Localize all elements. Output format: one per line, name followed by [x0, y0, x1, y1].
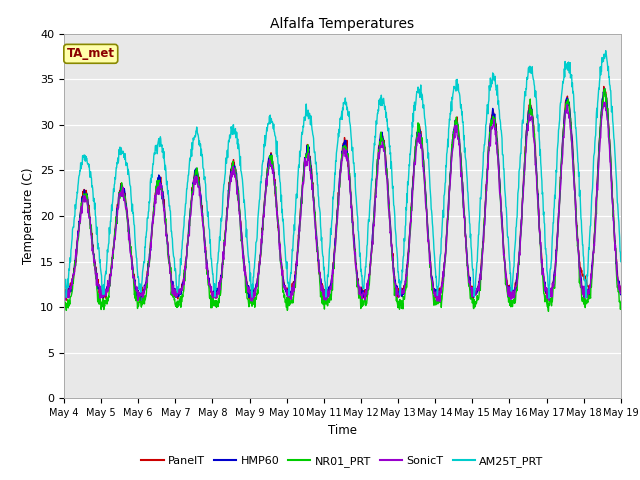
SonicT — [617, 290, 625, 296]
SonicT — [170, 287, 178, 293]
NR01_PRT — [429, 289, 436, 295]
NR01_PRT — [170, 298, 178, 303]
PanelT — [136, 300, 143, 305]
HMP60 — [601, 85, 609, 91]
HMP60 — [137, 300, 145, 305]
NR01_PRT — [601, 86, 609, 92]
PanelT — [60, 293, 68, 299]
SonicT — [184, 242, 191, 248]
NR01_PRT — [246, 296, 254, 302]
PanelT — [502, 279, 509, 285]
NR01_PRT — [551, 280, 559, 286]
HMP60 — [551, 269, 559, 275]
NR01_PRT — [60, 296, 68, 302]
HMP60 — [502, 273, 509, 279]
PanelT — [600, 84, 607, 89]
SonicT — [600, 99, 608, 105]
PanelT — [246, 298, 254, 303]
Text: TA_met: TA_met — [67, 48, 115, 60]
HMP60 — [429, 284, 437, 289]
X-axis label: Time: Time — [328, 424, 357, 437]
AM25T_PRT — [170, 255, 178, 261]
SonicT — [429, 283, 436, 288]
Legend: PanelT, HMP60, NR01_PRT, SonicT, AM25T_PRT: PanelT, HMP60, NR01_PRT, SonicT, AM25T_P… — [137, 451, 548, 471]
Line: AM25T_PRT: AM25T_PRT — [64, 50, 621, 298]
Line: HMP60: HMP60 — [64, 88, 621, 302]
AM25T_PRT — [551, 196, 559, 202]
AM25T_PRT — [617, 259, 625, 264]
AM25T_PRT — [429, 224, 436, 230]
AM25T_PRT — [545, 295, 553, 301]
AM25T_PRT — [602, 48, 609, 53]
Line: NR01_PRT: NR01_PRT — [64, 89, 621, 312]
PanelT — [429, 282, 437, 288]
AM25T_PRT — [60, 273, 68, 279]
HMP60 — [171, 286, 179, 291]
Title: Alfalfa Temperatures: Alfalfa Temperatures — [270, 17, 415, 31]
Line: SonicT: SonicT — [64, 102, 621, 301]
SonicT — [502, 275, 509, 281]
PanelT — [551, 270, 559, 276]
PanelT — [617, 291, 625, 297]
Line: PanelT: PanelT — [64, 86, 621, 302]
HMP60 — [617, 292, 625, 298]
SonicT — [551, 273, 559, 278]
NR01_PRT — [617, 300, 625, 306]
HMP60 — [246, 291, 254, 297]
NR01_PRT — [545, 309, 552, 314]
SonicT — [436, 299, 444, 304]
AM25T_PRT — [246, 278, 254, 284]
SonicT — [60, 295, 68, 300]
PanelT — [184, 237, 192, 242]
NR01_PRT — [184, 236, 191, 242]
AM25T_PRT — [184, 179, 191, 184]
HMP60 — [184, 236, 192, 242]
NR01_PRT — [502, 281, 509, 287]
HMP60 — [60, 294, 68, 300]
SonicT — [246, 288, 254, 294]
PanelT — [171, 293, 179, 299]
Y-axis label: Temperature (C): Temperature (C) — [22, 168, 35, 264]
AM25T_PRT — [502, 195, 509, 201]
